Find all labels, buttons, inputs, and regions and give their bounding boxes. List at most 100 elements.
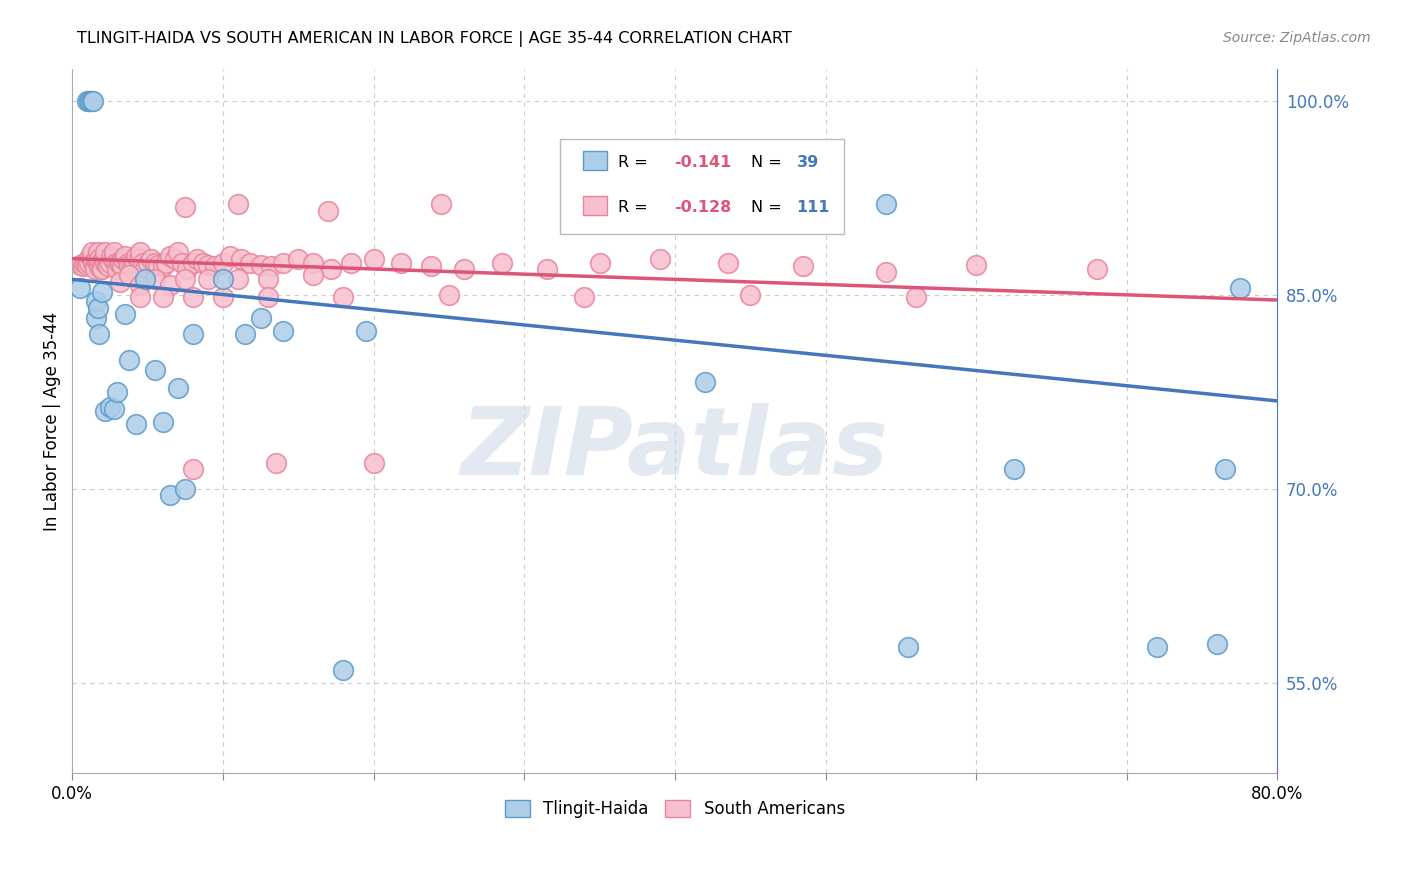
- Point: [80, 94, 103, 108]
- Text: R =: R =: [619, 155, 652, 169]
- Point: [174, 272, 197, 286]
- Point: [134, 262, 156, 277]
- Point: [172, 255, 194, 269]
- Point: [693, 375, 716, 389]
- Point: [93, 252, 115, 266]
- Legend: Tlingit-Haida, South Americans: Tlingit-Haida, South Americans: [498, 794, 852, 825]
- Point: [152, 260, 174, 274]
- Point: [332, 663, 354, 677]
- Point: [174, 200, 197, 214]
- Point: [143, 255, 166, 269]
- Point: [80, 252, 103, 266]
- Point: [332, 290, 354, 304]
- Point: [94, 404, 117, 418]
- Point: [107, 262, 129, 277]
- Point: [117, 255, 139, 269]
- Point: [124, 417, 146, 432]
- Point: [103, 401, 125, 416]
- Point: [101, 252, 124, 266]
- Point: [112, 252, 135, 266]
- Point: [159, 277, 181, 292]
- Point: [155, 255, 177, 269]
- Point: [80, 245, 103, 260]
- Point: [257, 290, 280, 304]
- Point: [197, 272, 219, 286]
- Point: [152, 290, 174, 304]
- Point: [75, 255, 97, 269]
- Text: TLINGIT-HAIDA VS SOUTH AMERICAN IN LABOR FORCE | AGE 35-44 CORRELATION CHART: TLINGIT-HAIDA VS SOUTH AMERICAN IN LABOR…: [77, 31, 792, 47]
- Point: [249, 311, 271, 326]
- Point: [340, 255, 363, 269]
- Point: [110, 275, 132, 289]
- Point: [389, 255, 412, 269]
- Point: [204, 260, 226, 274]
- Text: R =: R =: [619, 200, 652, 215]
- Point: [965, 258, 987, 272]
- Point: [86, 294, 108, 309]
- Point: [181, 255, 204, 269]
- Point: [287, 252, 309, 266]
- Point: [129, 277, 152, 292]
- Point: [114, 307, 136, 321]
- Point: [166, 381, 188, 395]
- Point: [98, 401, 121, 415]
- Point: [166, 245, 188, 260]
- Point: [181, 326, 204, 341]
- Point: [146, 258, 169, 272]
- Point: [129, 245, 152, 260]
- Point: [792, 260, 814, 274]
- Point: [716, 255, 738, 269]
- Point: [110, 255, 132, 269]
- Text: N =: N =: [751, 200, 787, 215]
- FancyBboxPatch shape: [561, 139, 844, 235]
- Point: [86, 311, 108, 326]
- Point: [86, 252, 108, 266]
- Point: [453, 262, 475, 277]
- Point: [875, 197, 897, 211]
- Point: [249, 258, 271, 272]
- Point: [648, 252, 671, 266]
- Point: [159, 488, 181, 502]
- Point: [239, 255, 262, 269]
- Point: [212, 272, 235, 286]
- Point: [94, 255, 117, 269]
- Point: [904, 290, 927, 304]
- Point: [91, 254, 114, 268]
- Point: [114, 249, 136, 263]
- Point: [354, 324, 377, 338]
- Point: [82, 94, 104, 108]
- Point: [100, 249, 122, 263]
- Point: [437, 288, 460, 302]
- Point: [181, 290, 204, 304]
- Point: [118, 268, 141, 283]
- Point: [740, 288, 762, 302]
- Point: [318, 203, 340, 218]
- Point: [136, 255, 159, 269]
- Point: [79, 249, 101, 263]
- Point: [134, 272, 156, 286]
- Point: [91, 262, 114, 277]
- Point: [87, 245, 110, 260]
- Point: [76, 94, 98, 108]
- Text: 39: 39: [797, 155, 818, 169]
- Point: [69, 281, 91, 295]
- Point: [97, 260, 120, 274]
- Point: [235, 326, 257, 341]
- Text: Source: ZipAtlas.com: Source: ZipAtlas.com: [1223, 31, 1371, 45]
- Text: ZIPatlas: ZIPatlas: [461, 403, 889, 495]
- Point: [143, 363, 166, 377]
- Point: [77, 94, 100, 108]
- Point: [124, 249, 146, 263]
- Point: [89, 252, 111, 266]
- Point: [1002, 462, 1025, 476]
- Point: [181, 462, 204, 476]
- Point: [363, 456, 385, 470]
- Point: [91, 285, 114, 300]
- Point: [94, 245, 117, 260]
- Point: [229, 252, 252, 266]
- Point: [129, 290, 152, 304]
- Point: [257, 272, 280, 286]
- Point: [1213, 462, 1236, 476]
- Point: [90, 262, 112, 277]
- Text: -0.128: -0.128: [673, 200, 731, 215]
